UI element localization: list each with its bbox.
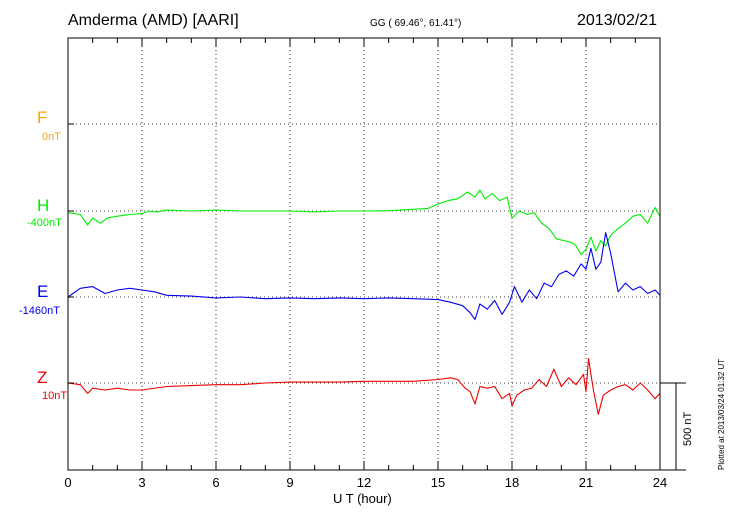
component-label-h: H — [37, 196, 50, 215]
baseline-label-e: -1460nT — [19, 305, 60, 317]
plotted-timestamp: Plotted at 2013/03/24 01:32 UT — [717, 359, 726, 470]
series-line-z — [67, 358, 661, 415]
station-title: Amderma (AMD) [AARI] — [68, 12, 239, 29]
series-line-e — [67, 232, 661, 321]
x-tick-label: 3 — [138, 475, 146, 490]
baseline-label-h: -400nT — [27, 217, 62, 229]
baseline-label-z: 10nT — [42, 390, 68, 402]
component-label-f: F — [37, 108, 48, 127]
component-label-z: Z — [37, 368, 48, 387]
baseline-label-f: 0nT — [42, 131, 61, 143]
station-coordinates: GG ( 69.46°, 61.41°) — [370, 18, 462, 29]
grid-lines — [68, 38, 660, 470]
x-tick-label: 0 — [64, 475, 72, 490]
scale-bar — [660, 382, 686, 471]
component-label-e: E — [37, 282, 49, 301]
x-tick-label: 24 — [652, 475, 668, 490]
axis-ticks — [67, 38, 661, 470]
x-tick-label: 6 — [212, 475, 220, 490]
x-tick-label: 21 — [578, 475, 594, 490]
series-line-h — [67, 189, 661, 256]
scale-bar-label: 500 nT — [682, 411, 694, 446]
x-axis-title: U T (hour) — [333, 491, 392, 506]
x-tick-label: 12 — [356, 475, 372, 490]
x-tick-label: 18 — [504, 475, 520, 490]
data-traces — [67, 189, 661, 415]
x-tick-label: 15 — [430, 475, 446, 490]
plot-date: 2013/02/21 — [577, 12, 658, 29]
x-tick-label: 9 — [286, 475, 294, 490]
